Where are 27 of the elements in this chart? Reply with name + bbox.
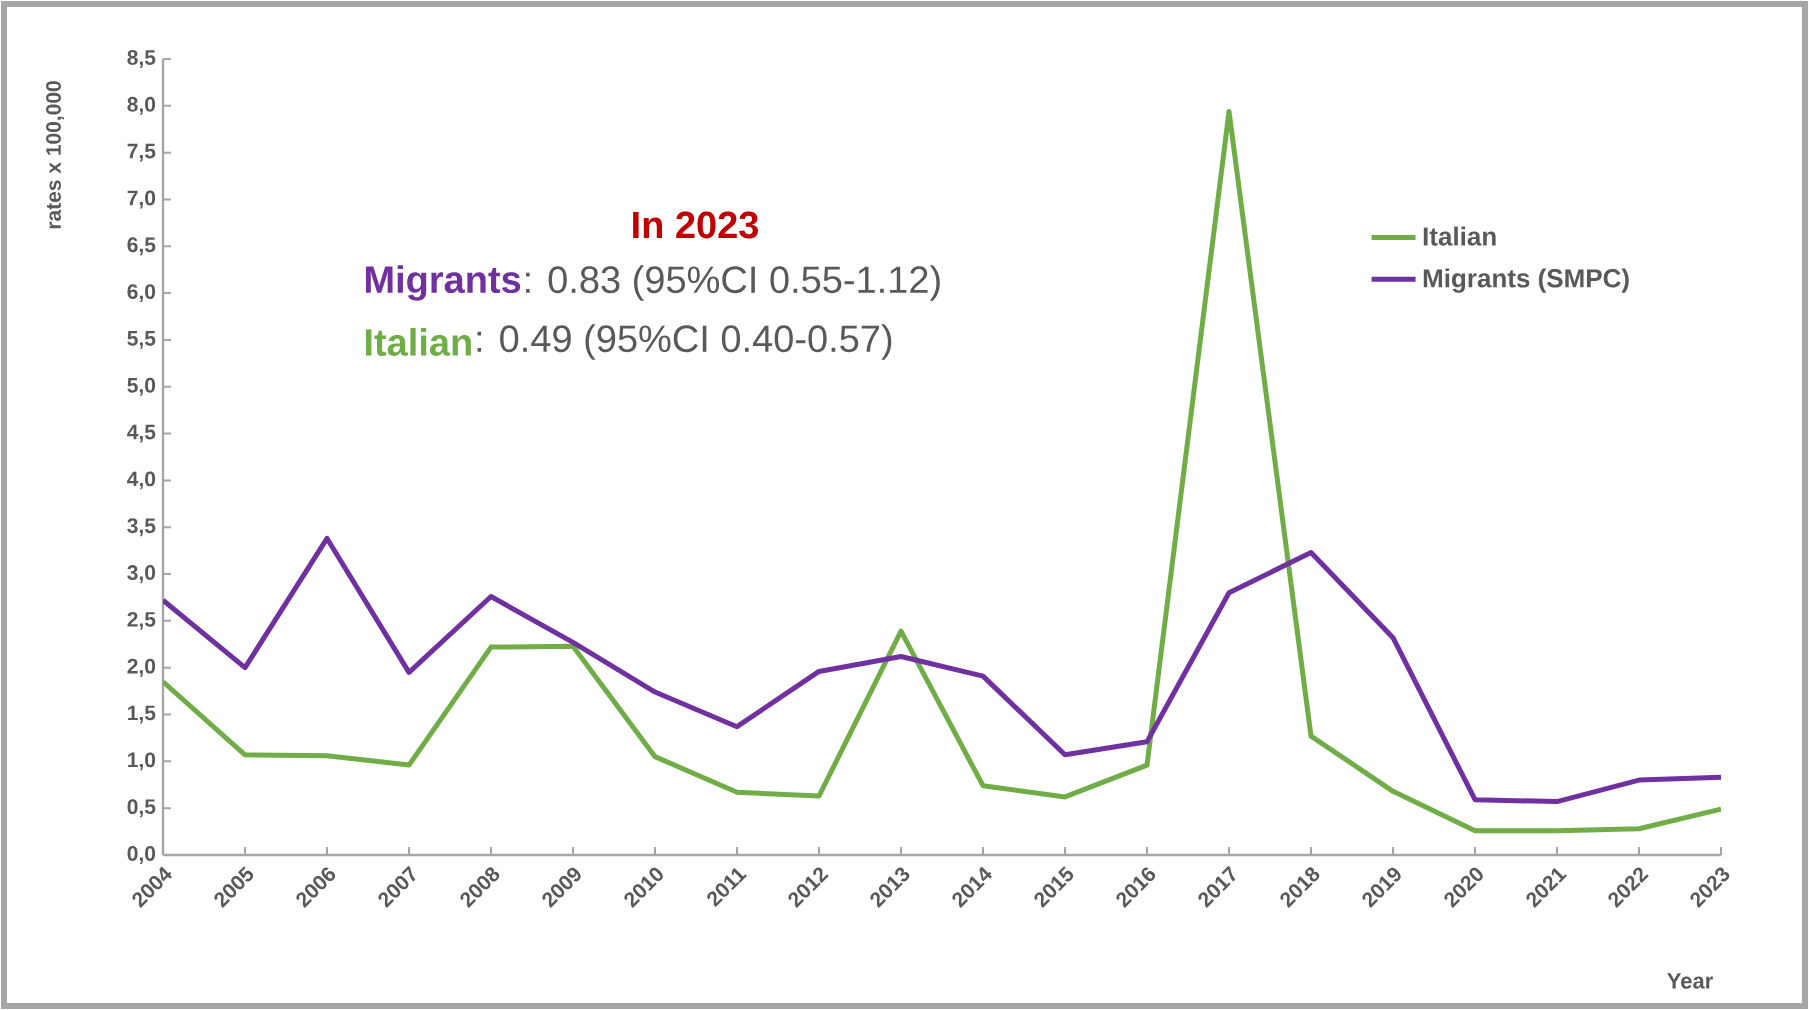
y-axis-title: rates x 100,000 — [46, 81, 64, 229]
y-tick-label: 2,0 — [127, 658, 156, 677]
annotation: : 0.83 (95%CI 0.55-1.12) — [526, 265, 940, 301]
legend-label: Migrants (SMPC) — [1423, 268, 1629, 293]
annotation: In 2023 — [633, 211, 759, 239]
annotation: Italian — [365, 328, 471, 356]
legend-label: Italian — [1423, 226, 1496, 246]
y-tick-label: 7,0 — [127, 190, 156, 209]
y-tick-label: 7,5 — [127, 143, 156, 162]
y-tick-label: 8,0 — [127, 96, 156, 115]
y-tick-label: 3,0 — [127, 565, 156, 584]
x-axis-title: Year — [1667, 973, 1713, 989]
y-tick-label: 4,5 — [127, 424, 156, 443]
annotation: Migrants — [365, 265, 521, 301]
annotation: : 0.49 (95%CI 0.40-0.57) — [477, 324, 892, 360]
y-tick-label: 5,0 — [127, 377, 156, 396]
y-tick-label: 0,0 — [127, 846, 156, 864]
y-tick-label: 4,0 — [127, 471, 156, 490]
y-tick-label: 5,5 — [127, 331, 156, 349]
y-tick-label: 0,5 — [127, 799, 156, 818]
y-tick-label: 6,0 — [127, 284, 156, 303]
y-tick-label: 6,5 — [127, 237, 156, 256]
y-tick-label: 2,5 — [127, 611, 156, 630]
y-tick-label: 3,5 — [127, 518, 156, 537]
y-tick-label: 8,5 — [127, 50, 156, 68]
y-tick-label: 1,0 — [128, 752, 156, 771]
y-tick-label: 1,5 — [128, 705, 156, 724]
